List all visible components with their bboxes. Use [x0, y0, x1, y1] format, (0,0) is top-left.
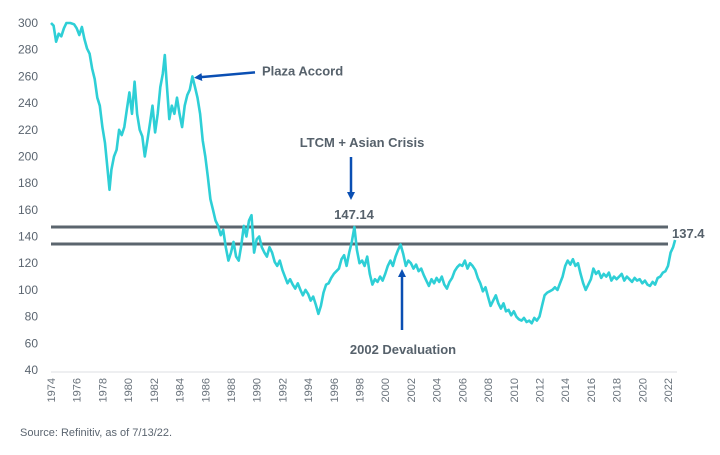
x-tick-label: 1982 — [149, 378, 161, 402]
ltcm-asian-crisis-label: LTCM + Asian Crisis — [300, 135, 425, 150]
plaza-accord-arrow — [194, 71, 256, 82]
y-tick-label: 60 — [25, 336, 39, 350]
series-line — [50, 21, 677, 325]
y-tick-label: 220 — [18, 123, 38, 137]
x-tick-label: 1984 — [175, 378, 187, 402]
x-tick-label: 1988 — [226, 378, 238, 402]
y-tick-label: 40 — [25, 363, 39, 377]
x-tick-label: 2002 — [406, 378, 418, 402]
x-tick-label: 1978 — [97, 378, 109, 402]
x-tick-label: 2000 — [380, 378, 392, 402]
y-tick-label: 140 — [18, 230, 38, 244]
reference-label-upper: 147.14 — [334, 207, 375, 222]
x-tick-label: 1980 — [123, 378, 135, 402]
x-axis-ticks: 1974 1976 1978 1980 1982 1984 1986 1988 1990 1992… — [46, 378, 675, 402]
x-tick-label: 1974 — [46, 378, 58, 402]
x-tick-label: 2022 — [663, 378, 675, 402]
y-tick-label: 100 — [18, 283, 38, 297]
reference-lines: 147.14 137.4 — [51, 207, 705, 246]
x-tick-label: 2016 — [586, 378, 598, 402]
x-tick-label: 2020 — [637, 378, 649, 402]
y-tick-label: 240 — [18, 96, 38, 110]
x-tick-label: 1992 — [277, 378, 289, 402]
x-tick-label: 1990 — [252, 378, 264, 402]
x-tick-label: 2012 — [534, 378, 546, 402]
y-tick-label: 120 — [18, 256, 38, 270]
y-tick-label: 280 — [18, 43, 38, 57]
y-tick-label: 260 — [18, 69, 38, 83]
x-tick-label: 1976 — [72, 378, 84, 402]
x-tick-label: 1986 — [200, 378, 212, 402]
x-tick-label: 2014 — [560, 378, 572, 402]
y-tick-label: 180 — [18, 176, 38, 190]
y-tick-label: 80 — [25, 310, 39, 324]
x-tick-label: 2004 — [432, 378, 444, 402]
x-tick-label: 2018 — [612, 378, 624, 402]
x-tick-label: 1994 — [303, 378, 315, 402]
source-note: Source: Refinitiv, as of 7/13/22. — [20, 427, 173, 439]
annotations: Plaza Accord LTCM + Asian Crisis 2002 Deva… — [194, 63, 456, 357]
y-tick-label: 300 — [18, 16, 38, 30]
x-tick-label: 2008 — [483, 378, 495, 402]
devaluation-2002-label: 2002 Devaluation — [350, 342, 456, 357]
x-tick-label: 2010 — [509, 378, 521, 402]
x-tick-label: 1998 — [355, 378, 367, 402]
chart: 300280260240220200180160140120100806040 … — [18, 16, 705, 402]
reference-label-lower: 137.4 — [672, 226, 705, 241]
y-tick-label: 160 — [18, 203, 38, 217]
plaza-accord-label: Plaza Accord — [262, 63, 343, 78]
x-tick-label: 1996 — [329, 378, 341, 402]
y-axis-ticks: 300 280 260 240 220 200 180 160 140 120 100 80 60 40 — [18, 16, 38, 377]
x-tick-label: 2006 — [457, 378, 469, 402]
y-tick-label: 200 — [18, 149, 38, 163]
